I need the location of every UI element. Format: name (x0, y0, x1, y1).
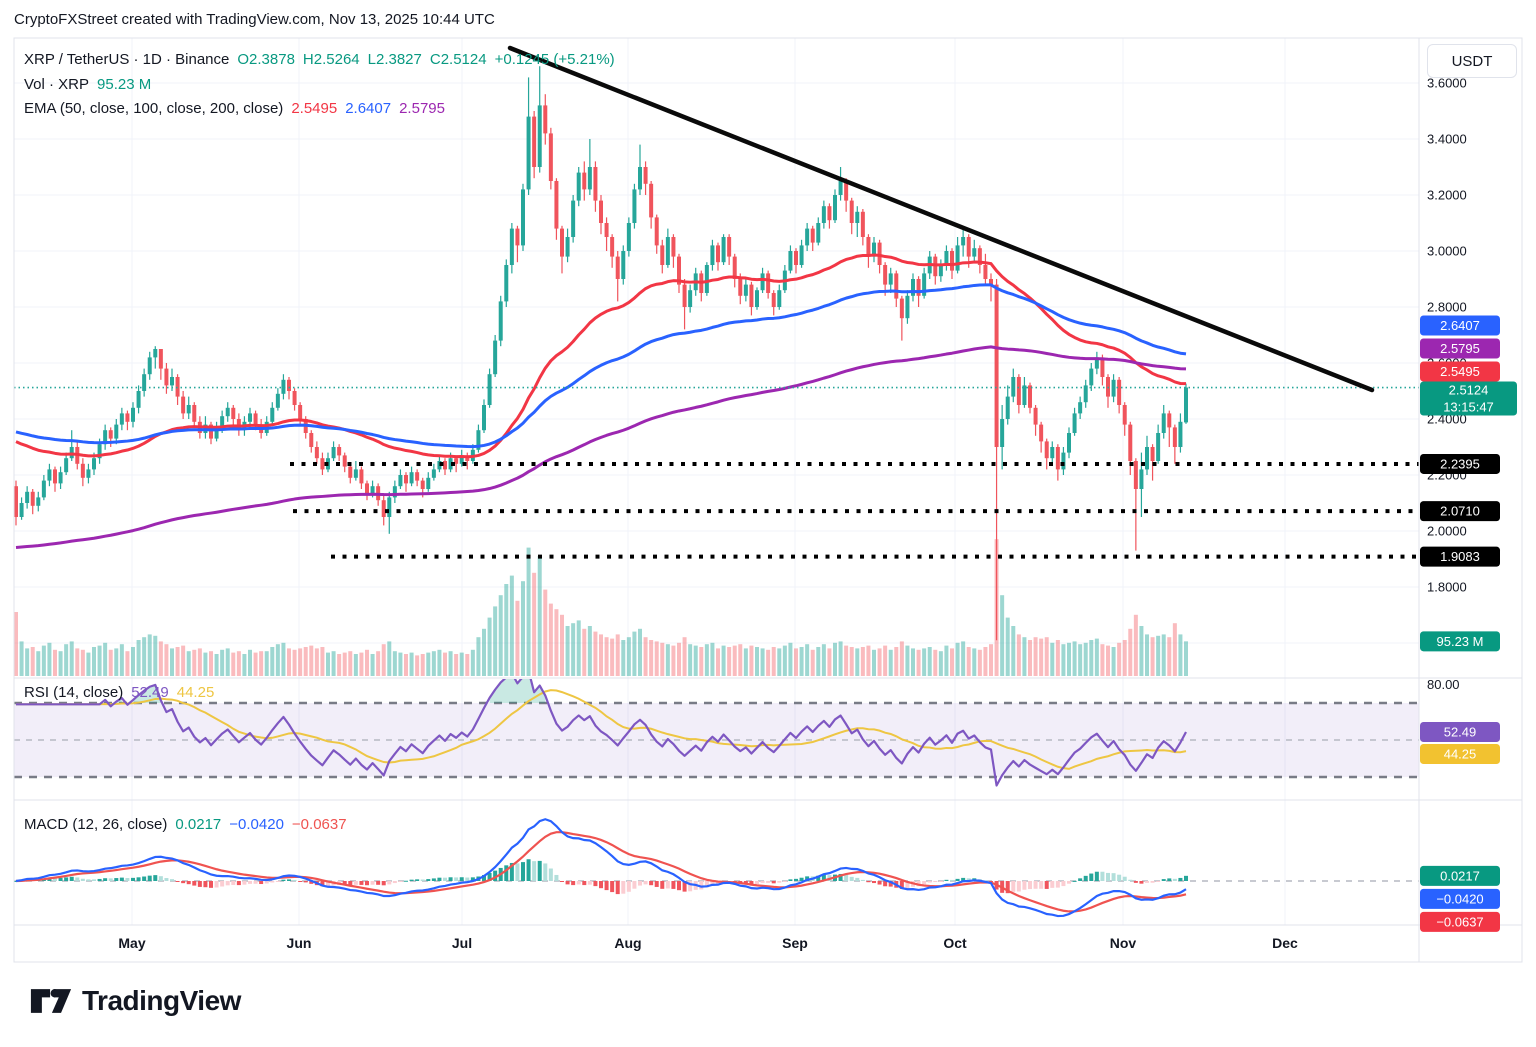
credit-line: CryptoFXStreet created with TradingView.… (14, 11, 495, 28)
month-label: Dec (1272, 935, 1298, 951)
month-label: Aug (614, 935, 641, 951)
ema100-value: 2.6407 (345, 100, 392, 117)
svg-text:1.9083: 1.9083 (1440, 549, 1480, 564)
svg-text:3.2000: 3.2000 (1427, 188, 1467, 203)
descending-trendline (507, 45, 1375, 393)
macd-signal-value: −0.0637 (291, 816, 347, 833)
tradingview-logo[interactable]: TradingView (30, 983, 241, 1019)
currency-toggle-button[interactable]: USDT (1427, 44, 1517, 78)
svg-text:2.0710: 2.0710 (1440, 504, 1480, 519)
rsi-label: RSI (14, close) (24, 684, 124, 701)
macd-label: MACD (12, 26, close) (24, 816, 168, 833)
svg-text:2.5795: 2.5795 (1440, 341, 1480, 356)
svg-text:0.0217: 0.0217 (1440, 868, 1480, 883)
ema-legend: EMA (50, close, 100, close, 200, close) … (24, 100, 445, 117)
ema200-value: 2.5795 (399, 100, 445, 117)
month-label: Jul (452, 935, 472, 951)
svg-text:13:15:47: 13:15:47 (1443, 400, 1494, 415)
symbol-legend: XRP / TetherUS · 1D · Binance O2.3878 H2… (24, 51, 615, 68)
macd-panel (14, 818, 1419, 918)
svg-text:44.25: 44.25 (1444, 746, 1477, 761)
svg-text:1.8000: 1.8000 (1427, 580, 1467, 595)
ohlc-high: H2.5264 (302, 51, 360, 68)
svg-text:3.0000: 3.0000 (1427, 244, 1467, 259)
ohlc-change: +0.1245 (+5.21%) (494, 51, 615, 68)
ema50-value: 2.5495 (291, 100, 338, 117)
price-panel (14, 45, 1419, 676)
month-label: Sep (782, 935, 808, 951)
ema-label: EMA (50, close, 100, close, 200, close) (24, 100, 284, 117)
svg-text:2.6407: 2.6407 (1440, 318, 1480, 333)
ohlc-low: L2.3827 (367, 51, 422, 68)
rsi-value: 52.49 (131, 684, 169, 701)
month-label: May (118, 935, 145, 951)
volume-label: Vol · XRP (24, 76, 90, 93)
tradingview-logo-text: TradingView (82, 985, 241, 1016)
svg-text:95.23 M: 95.23 M (1437, 634, 1484, 649)
svg-text:3.4000: 3.4000 (1427, 132, 1467, 147)
gridlines (14, 38, 1419, 925)
rsi-panel (14, 679, 1419, 787)
time-axis: May Jun Jul Aug Sep Oct Nov Dec (118, 935, 1298, 951)
ohlc-open: O2.3878 (237, 51, 295, 68)
svg-text:2.0000: 2.0000 (1427, 524, 1467, 539)
macd-line-value: −0.0420 (229, 816, 284, 833)
volume-legend: Vol · XRP 95.23 M (24, 76, 151, 93)
month-label: Jun (287, 935, 312, 951)
svg-text:52.49: 52.49 (1444, 724, 1477, 739)
rsi-legend: RSI (14, close) 52.49 44.25 (24, 684, 214, 701)
svg-text:80.00: 80.00 (1427, 677, 1460, 692)
volume-value: 95.23 M (97, 76, 152, 93)
month-label: Nov (1110, 935, 1137, 951)
month-label: Oct (943, 935, 967, 951)
ohlc-close: C2.5124 (429, 51, 487, 68)
svg-text:3.6000: 3.6000 (1427, 76, 1467, 91)
svg-text:−0.0637: −0.0637 (1436, 914, 1483, 929)
panel-dividers (13, 37, 1523, 963)
svg-text:−0.0420: −0.0420 (1436, 891, 1483, 906)
rsi-ma-value: 44.25 (176, 684, 215, 701)
svg-text:2.5495: 2.5495 (1440, 364, 1480, 379)
macd-legend: MACD (12, 26, close) 0.0217 −0.0420 −0.0… (24, 816, 347, 833)
macd-hist-value: 0.0217 (175, 816, 222, 833)
svg-text:2.2395: 2.2395 (1440, 456, 1480, 471)
symbol-title: XRP / TetherUS · 1D · Binance (24, 51, 230, 68)
tradingview-logo-icon (30, 989, 72, 1013)
svg-text:2.8000: 2.8000 (1427, 300, 1467, 315)
axis-price-tags: 2.5495 2.5795 2.6407 2.5124 13:15:47 2.2395 2.… (1420, 315, 1517, 932)
svg-text:2.5124: 2.5124 (1449, 383, 1489, 398)
